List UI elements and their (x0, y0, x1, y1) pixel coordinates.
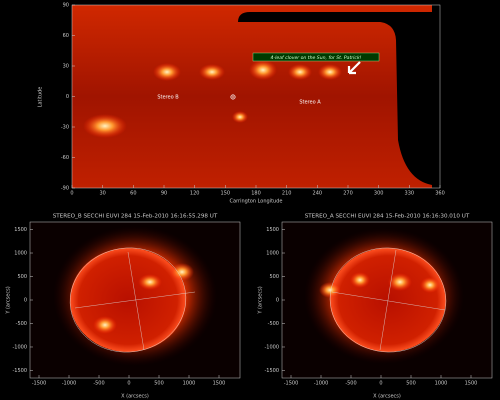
x-tick-label: -1500 (32, 381, 47, 387)
y-tick-label: 0 (276, 298, 279, 304)
y-tick-label: 500 (17, 274, 27, 280)
x-tick-label: 1000 (183, 381, 196, 387)
y-tick-label: 0 (66, 94, 69, 100)
annotation: 4-leaf clover on the Sun, for St. Patric… (271, 55, 362, 61)
x-tick-label: 0 (127, 381, 130, 387)
y-tick-label: 1000 (14, 251, 27, 257)
panel-title: STEREO_B SECCHI EUVI 284 15-Feb-2010 16:… (53, 214, 218, 220)
x-tick-label: -1000 (62, 381, 77, 387)
x-tick-label: 30 (99, 191, 105, 197)
y-tick-label: -60 (61, 155, 69, 161)
x-tick-label: 210 (282, 191, 292, 197)
y-axis-label: Y (arcsecs) (258, 286, 264, 314)
x-tick-label: 120 (190, 191, 200, 197)
x-tick-label: 1500 (213, 381, 226, 387)
x-tick-label: 360 (435, 191, 445, 197)
x-tick-label: 60 (130, 191, 136, 197)
x-tick-label: -1500 (284, 381, 299, 387)
y-tick-label: -1000 (12, 344, 27, 350)
x-axis-label: X (arcsecs) (373, 394, 401, 400)
x-tick-label: -500 (345, 381, 356, 387)
y-tick-label: -30 (61, 125, 69, 131)
y-tick-label: 90 (63, 3, 69, 9)
y-tick-label: -1500 (12, 368, 27, 374)
y-tick-label: 1500 (14, 227, 27, 233)
y-tick-label: -500 (16, 321, 27, 327)
stereo-a-panel-img (282, 222, 492, 378)
y-tick-label: -1000 (264, 344, 279, 350)
x-tick-label: 500 (154, 381, 164, 387)
y-axis-label: Latitude (38, 87, 44, 108)
x-tick-label: -1000 (314, 381, 329, 387)
y-axis-label: Y (arcsecs) (6, 286, 12, 314)
y-tick-label: 1500 (266, 227, 279, 233)
carrington-map (72, 5, 440, 188)
x-tick-label: 270 (343, 191, 353, 197)
y-tick-label: -500 (268, 321, 279, 327)
x-tick-label: 0 (379, 381, 382, 387)
y-tick-label: 1000 (266, 251, 279, 257)
x-tick-label: 300 (374, 191, 384, 197)
y-tick-label: -1500 (264, 368, 279, 374)
x-tick-label: 1000 (435, 381, 448, 387)
x-tick-label: 1500 (465, 381, 478, 387)
x-tick-label: 330 (405, 191, 415, 197)
x-tick-label: 90 (161, 191, 167, 197)
x-tick-label: 0 (70, 191, 73, 197)
x-tick-label: 500 (406, 381, 416, 387)
y-tick-label: 60 (63, 33, 69, 39)
y-tick-label: 500 (269, 274, 279, 280)
x-axis-label: X (arcsecs) (121, 394, 149, 400)
y-tick-label: 30 (63, 64, 69, 70)
panel-title: STEREO_A SECCHI EUVI 284 15-Feb-2010 16:… (305, 214, 470, 220)
marker-label: Stereo B (157, 95, 179, 101)
y-tick-label: -90 (61, 186, 69, 192)
x-axis-label: Carrington Longitude (230, 199, 283, 205)
x-tick-label: -500 (93, 381, 104, 387)
marker-label: Stereo A (299, 100, 321, 106)
x-tick-label: 150 (221, 191, 231, 197)
y-tick-label: 0 (24, 298, 27, 304)
x-tick-label: 180 (251, 191, 261, 197)
x-tick-label: 240 (313, 191, 323, 197)
stereo-b-panel-img (30, 222, 240, 378)
